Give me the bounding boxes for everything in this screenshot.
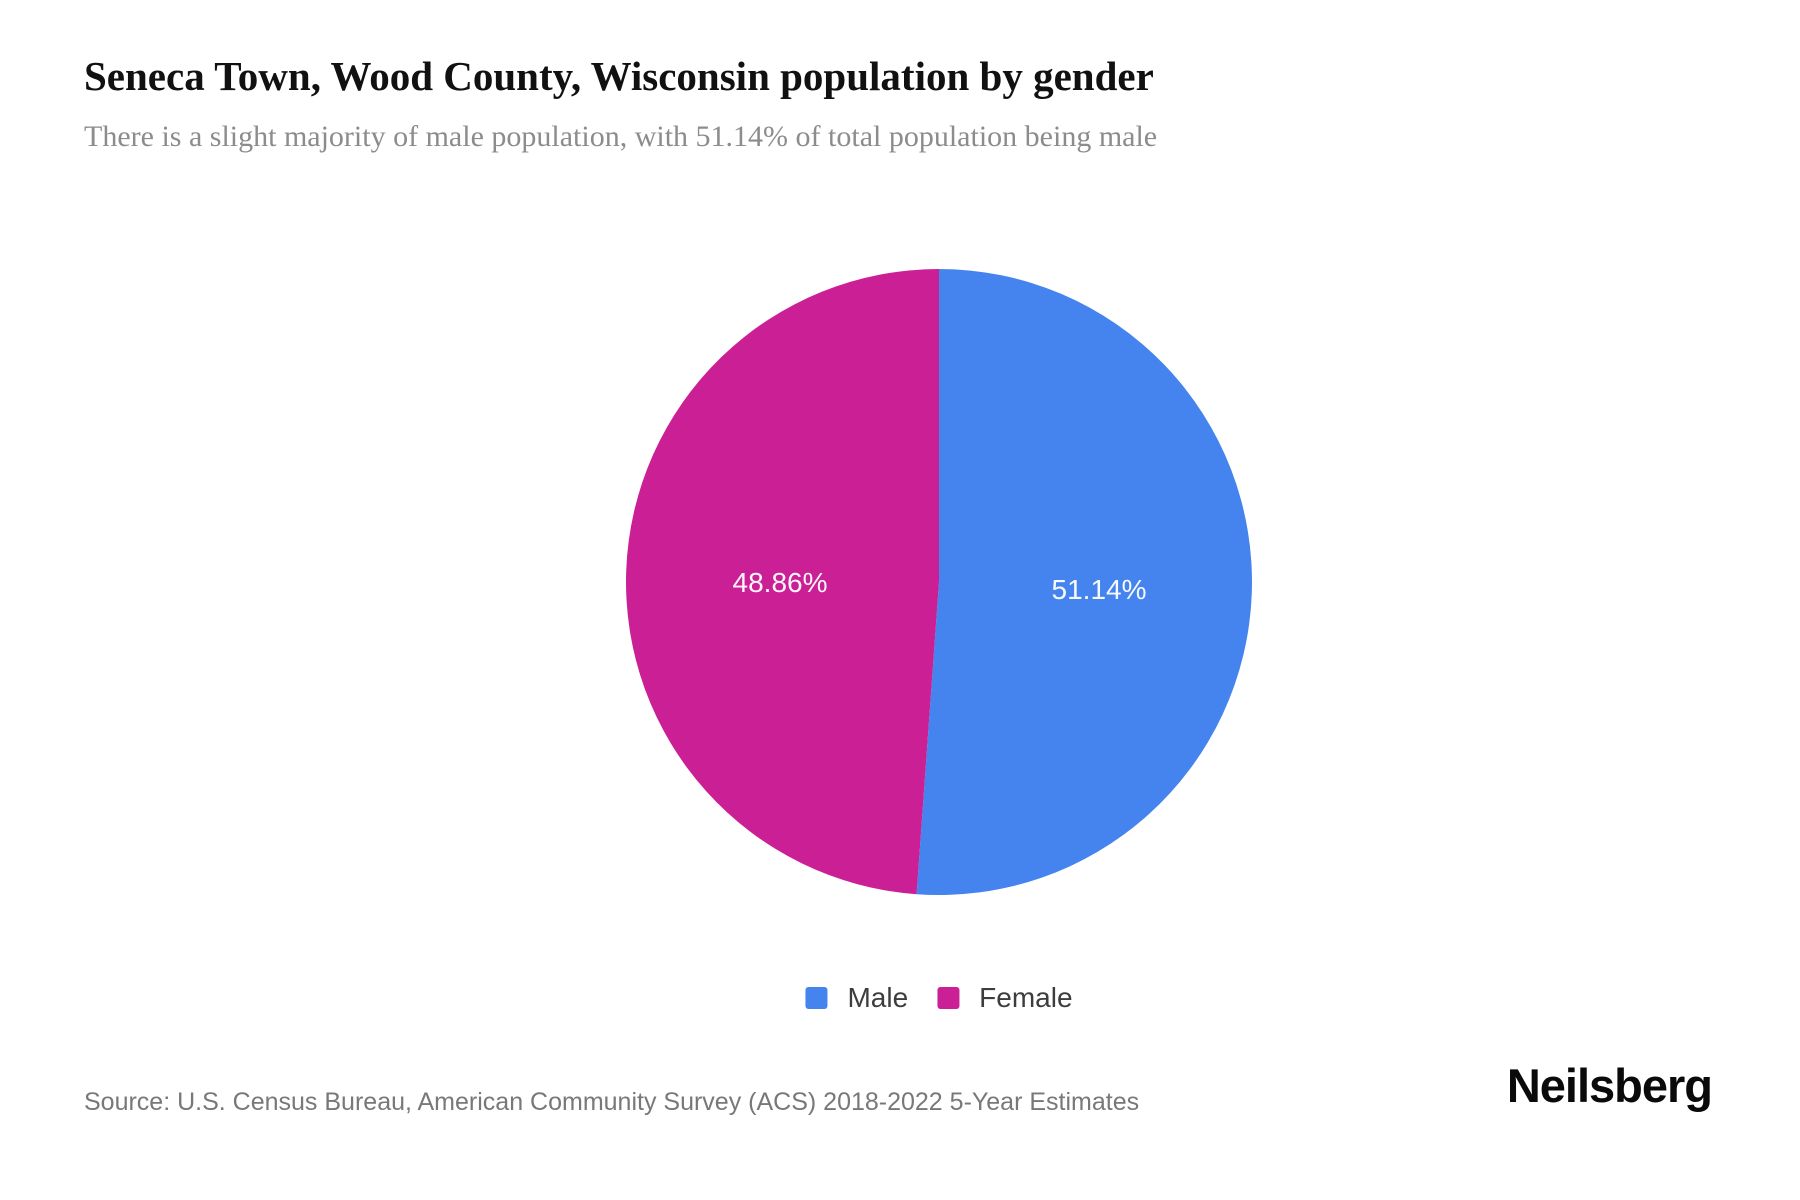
- page-title: Seneca Town, Wood County, Wisconsin popu…: [84, 53, 1154, 99]
- female-swatch: [937, 987, 960, 1009]
- pie-slice-male[interactable]: [916, 269, 1252, 895]
- chart-subtitle: There is a slight majority of male popul…: [84, 120, 1158, 153]
- legend-item-male[interactable]: Male: [805, 982, 908, 1014]
- source-attribution: Source: U.S. Census Bureau, American Com…: [84, 1088, 1140, 1116]
- pie-slice-female[interactable]: [626, 269, 939, 895]
- legend-label-female: Female: [979, 982, 1073, 1013]
- legend-item-female[interactable]: Female: [937, 982, 1073, 1014]
- legend-label-male: Male: [847, 982, 909, 1013]
- pie-chart: 51.14% 48.86%: [626, 269, 1252, 895]
- pie-svg: [626, 269, 1252, 895]
- legend: Male Female: [805, 982, 1073, 1014]
- male-swatch: [805, 987, 828, 1009]
- neilsberg-logo: Neilsberg: [1506, 1059, 1713, 1112]
